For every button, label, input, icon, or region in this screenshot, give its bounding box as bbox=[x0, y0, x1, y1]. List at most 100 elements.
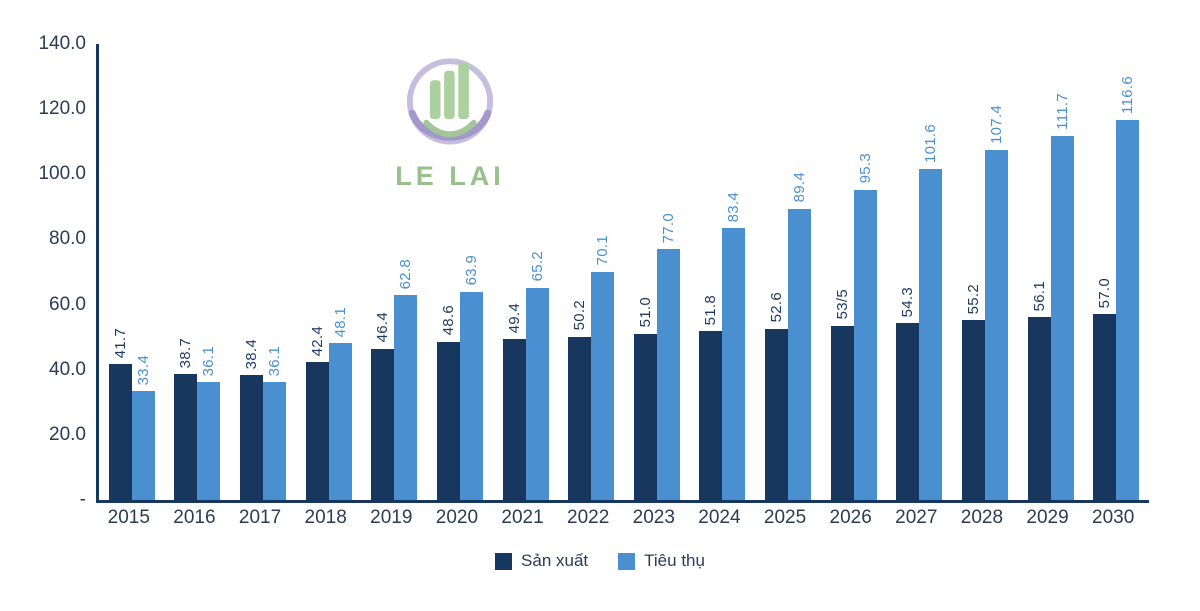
bar-column: 38.4 bbox=[240, 338, 264, 500]
bar-value-label: 52.6 bbox=[768, 292, 786, 323]
bar-value-label: 53/5 bbox=[833, 289, 851, 320]
bar-column: 46.4 bbox=[371, 312, 395, 500]
bar-san-xuat bbox=[371, 348, 395, 500]
bar-group: 51.8 83.4 bbox=[690, 192, 756, 500]
y-tick-label: 40.0 bbox=[49, 358, 86, 380]
x-tick-label: 2018 bbox=[304, 507, 347, 528]
y-axis: 140.0 120.0 100.0 80.0 60.0 40.0 20.0 - bbox=[0, 33, 86, 510]
bar-value-label: 38.7 bbox=[177, 337, 195, 368]
bar-value-label: 101.6 bbox=[922, 124, 940, 164]
bar-column: 107.4 bbox=[984, 105, 1008, 500]
legend-item: Tiêu thụ bbox=[618, 551, 705, 571]
bar-tieu-thu bbox=[919, 169, 943, 500]
bar-value-label: 62.8 bbox=[397, 259, 415, 290]
bar-column: 89.4 bbox=[788, 172, 812, 500]
bar-value-label: 36.1 bbox=[200, 346, 218, 377]
bar-value-label: 77.0 bbox=[659, 212, 677, 244]
bar-san-xuat bbox=[108, 364, 132, 500]
x-tick-label: 2016 bbox=[173, 507, 216, 528]
x-tick-label: 2030 bbox=[1092, 507, 1135, 528]
bar-group: 38.7 36.1 bbox=[165, 338, 231, 500]
bar-tieu-thu bbox=[984, 150, 1008, 500]
bar-column: 62.8 bbox=[394, 259, 418, 500]
x-axis: 2015 2016 2017 2018 2019 2020 2021 2022 2023 2024… bbox=[96, 507, 1146, 529]
bar-value-label: 95.3 bbox=[856, 153, 874, 184]
bar-column: 77.0 bbox=[656, 212, 680, 500]
bar-tieu-thu bbox=[1050, 136, 1074, 500]
bar-value-label: 48.6 bbox=[439, 305, 457, 336]
y-tick-label: 60.0 bbox=[49, 293, 86, 315]
bar-value-label: 36.1 bbox=[266, 346, 284, 377]
x-tick-label: 2023 bbox=[632, 507, 675, 528]
bar-value-label: 51.0 bbox=[636, 297, 654, 328]
x-tick-label: 2028 bbox=[960, 507, 1004, 528]
bar-san-xuat bbox=[1093, 314, 1117, 500]
y-tick-label: 80.0 bbox=[49, 228, 86, 250]
bar-group: 42.4 48.1 bbox=[296, 307, 362, 500]
bar-group: 57.0 116.6 bbox=[1083, 76, 1149, 500]
x-tick-label: 2022 bbox=[567, 507, 610, 528]
bar-san-xuat bbox=[830, 325, 854, 500]
bar-san-xuat bbox=[961, 320, 985, 500]
bar-column: 48.1 bbox=[328, 306, 352, 500]
bar-san-xuat bbox=[765, 328, 789, 500]
x-tick-label: 2024 bbox=[698, 507, 741, 528]
bar-value-label: 116.6 bbox=[1119, 76, 1137, 115]
bar-column: 33.4 bbox=[131, 355, 155, 500]
x-tick-label: 2029 bbox=[1026, 507, 1069, 528]
bar-value-label: 70.1 bbox=[594, 235, 612, 266]
y-tick-label: 20.0 bbox=[49, 423, 86, 445]
y-tick-label: 140.0 bbox=[38, 33, 86, 54]
bar-group: 46.4 62.8 bbox=[362, 259, 428, 500]
bar-san-xuat bbox=[305, 361, 329, 500]
bar-column: 56.1 bbox=[1027, 280, 1051, 500]
bar-tieu-thu bbox=[394, 295, 418, 500]
bar-group: 49.4 65.2 bbox=[493, 251, 559, 500]
bar-tieu-thu bbox=[591, 271, 615, 500]
legend-swatch bbox=[618, 552, 636, 570]
bar-value-label: 63.9 bbox=[462, 255, 480, 286]
bar-column: 42.4 bbox=[305, 325, 329, 500]
y-tick-label: 100.0 bbox=[38, 163, 86, 185]
bar-group: 50.2 70.1 bbox=[558, 235, 624, 500]
bar-column: 36.1 bbox=[263, 346, 287, 500]
bar-group: 41.7 33.4 bbox=[99, 328, 165, 500]
bar-san-xuat bbox=[568, 336, 592, 500]
bar-group: 54.3 101.6 bbox=[887, 124, 953, 500]
bar-column: 49.4 bbox=[502, 302, 526, 500]
x-tick-label: 2027 bbox=[895, 507, 938, 528]
bar-column: 52.6 bbox=[765, 292, 789, 500]
x-tick-label: 2019 bbox=[370, 507, 413, 528]
plot-area: 41.7 33.4 38.7 36.1 38.4 36.1 42.4 48.1 46.4 62.8… bbox=[96, 44, 1149, 503]
bar-group: 56.1 111.7 bbox=[1018, 93, 1084, 500]
legend-label: Sản xuất bbox=[521, 551, 589, 570]
bar-value-label: 46.4 bbox=[374, 312, 392, 343]
bar-tieu-thu bbox=[459, 291, 483, 500]
bar-column: 53/5 bbox=[830, 289, 854, 500]
bar-tieu-thu bbox=[131, 391, 155, 500]
bar-san-xuat bbox=[699, 331, 723, 500]
bar-value-label: 42.4 bbox=[308, 325, 326, 356]
bar-value-label: 50.2 bbox=[571, 300, 589, 331]
bar-san-xuat bbox=[240, 374, 264, 500]
bar-value-label: 49.4 bbox=[505, 302, 523, 334]
bar-san-xuat bbox=[436, 341, 460, 500]
bar-column: 48.6 bbox=[436, 305, 460, 500]
bar-column: 54.3 bbox=[896, 287, 920, 500]
bar-tieu-thu bbox=[853, 189, 877, 500]
bar-value-label: 89.4 bbox=[791, 172, 809, 203]
bar-value-label: 38.4 bbox=[243, 338, 261, 369]
legend-item: Sản xuất bbox=[495, 551, 588, 571]
bar-tieu-thu bbox=[1116, 120, 1140, 500]
legend-swatch bbox=[495, 552, 513, 570]
bar-tieu-thu bbox=[525, 287, 549, 500]
bar-value-label: 41.7 bbox=[111, 327, 129, 359]
x-tick-label: 2020 bbox=[435, 507, 479, 528]
bar-value-label: 48.1 bbox=[331, 306, 349, 338]
bar-value-label: 65.2 bbox=[528, 251, 546, 282]
y-tick-label: 120.0 bbox=[38, 98, 86, 120]
bar-column: 65.2 bbox=[525, 251, 549, 500]
bar-column: 116.6 bbox=[1116, 76, 1140, 500]
bar-group: 55.2 107.4 bbox=[952, 105, 1018, 500]
bar-value-label: 56.1 bbox=[1030, 280, 1048, 312]
